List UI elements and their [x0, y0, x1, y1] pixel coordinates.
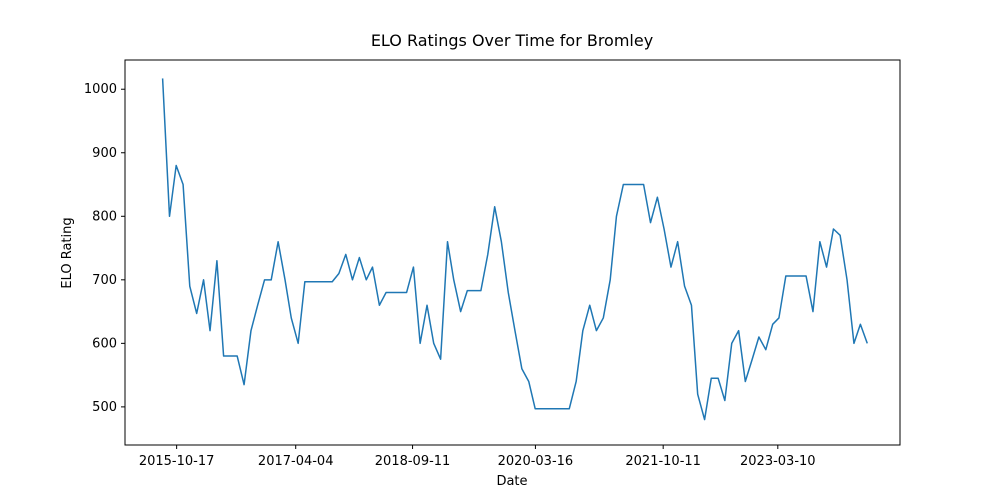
chart-title: ELO Ratings Over Time for Bromley — [371, 31, 653, 50]
x-tick-label: 2023-03-10 — [740, 454, 816, 469]
y-tick-label: 700 — [92, 273, 117, 288]
plot-frame — [124, 59, 901, 446]
y-tick-label: 600 — [92, 336, 117, 351]
x-tick-label: 2015-10-17 — [139, 454, 215, 469]
y-axis-label: ELO Rating — [60, 217, 75, 288]
y-tick-label: 500 — [92, 400, 117, 415]
y-tick-label: 1000 — [84, 82, 117, 97]
x-tick-label: 2020-03-16 — [498, 454, 574, 469]
x-tick-label: 2017-04-04 — [258, 454, 334, 469]
x-tick-label: 2018-09-11 — [375, 454, 451, 469]
y-tick-label: 800 — [92, 209, 117, 224]
y-tick-label: 900 — [92, 146, 117, 161]
x-axis-label: Date — [496, 474, 527, 489]
series-line — [161, 78, 868, 421]
x-tick-label: 2021-10-11 — [625, 454, 701, 469]
